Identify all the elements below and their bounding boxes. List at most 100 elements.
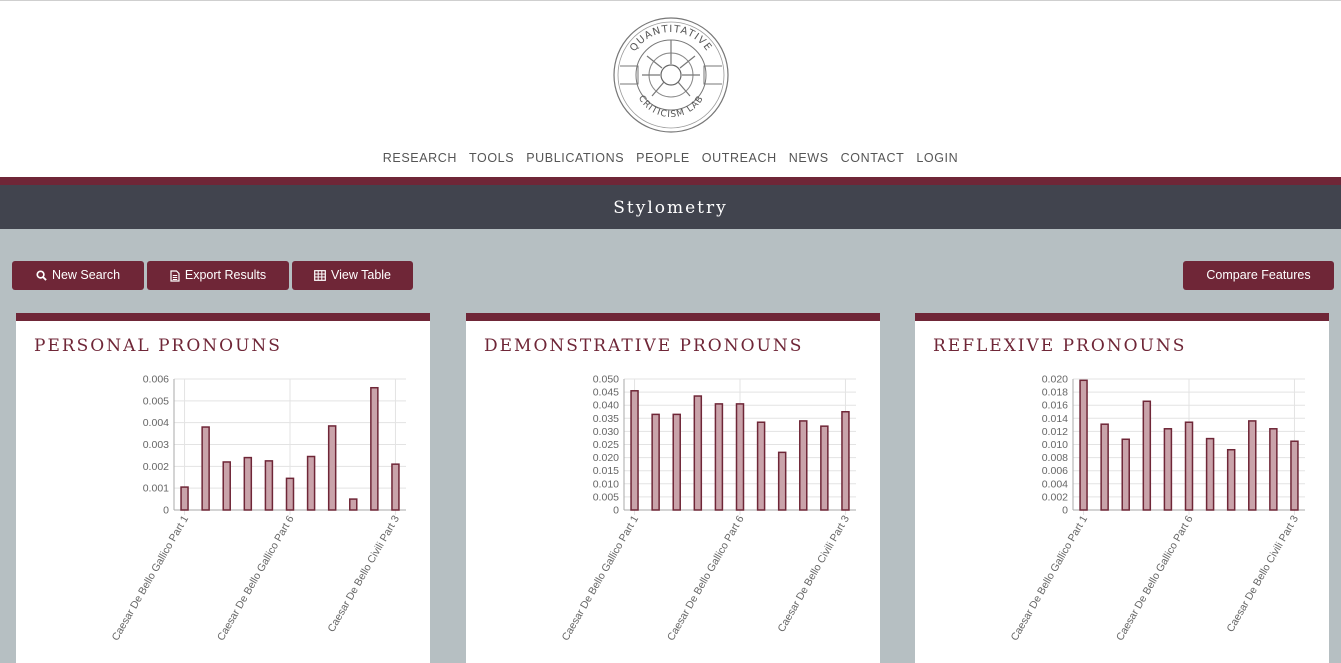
demonstrative-pronouns-chart: 00.0050.0100.0150.0200.0250.0300.0350.04… — [560, 374, 856, 643]
export-results-button[interactable]: Export Results — [147, 261, 289, 290]
personal-pronouns-panel: PERSONAL PRONOUNS 0 0.001 0.002 0.003 0.004 0… — [16, 313, 430, 663]
x-tick-label: Caesar De Bello Gallico Part 6 — [1114, 513, 1196, 642]
page-title: Stylometry — [0, 185, 1341, 229]
chart-bar[interactable] — [672, 413, 681, 511]
y-tick-label: 0.006 — [143, 374, 169, 386]
y-tick-label: 0.045 — [593, 387, 619, 399]
nav-people[interactable]: PEOPLE — [636, 151, 690, 165]
chart-bar[interactable] — [693, 395, 703, 511]
chart-bar[interactable] — [799, 420, 808, 511]
chart-title: REFLEXIVE PRONOUNS — [933, 336, 1187, 356]
y-tick-label: 0.040 — [593, 400, 619, 412]
nav-contact[interactable]: CONTACT — [840, 151, 905, 165]
nav-login[interactable]: LOGIN — [916, 151, 959, 165]
y-tick-label: 0.020 — [593, 452, 619, 464]
chart-bar[interactable] — [1269, 428, 1278, 511]
y-tick-label: 0.016 — [1042, 400, 1068, 412]
chart-bar[interactable] — [391, 463, 400, 511]
new-search-button[interactable]: New Search — [12, 261, 144, 290]
new-search-label: New Search — [51, 268, 121, 282]
chart-bar[interactable] — [1184, 421, 1194, 511]
chart-bar[interactable] — [756, 421, 766, 511]
x-tick-label: Caesar De Bello Gallico Part 6 — [665, 513, 747, 642]
y-tick-label: 0.030 — [593, 426, 619, 438]
view-table-label: View Table — [331, 268, 391, 282]
y-tick-label: 0 — [613, 505, 619, 517]
y-tick-label: 0 — [1062, 505, 1068, 517]
y-tick-label: 0.010 — [1042, 439, 1068, 451]
compare-features-button[interactable]: Compare Features — [1183, 261, 1334, 290]
chart-bar[interactable] — [180, 486, 189, 511]
chart-bar[interactable] — [735, 403, 745, 511]
chart-bar[interactable] — [714, 403, 724, 511]
logo-bottom-text: CRITICISM LAB — [636, 94, 706, 120]
chart-bar[interactable] — [1100, 423, 1109, 511]
nav-publications[interactable]: PUBLICATIONS — [526, 151, 625, 165]
x-tick-label: Caesar De Bello Gallico Part 1 — [560, 513, 642, 642]
demonstrative-pronouns-panel: DEMONSTRATIVE PRONOUNS 0 0.005 0.010 0.015 0… — [466, 313, 880, 663]
y-tick-label: 0.003 — [143, 439, 169, 451]
search-icon — [36, 270, 47, 281]
reflexive-pronouns-chart: 00.0020.0040.0060.0080.0100.0120.0140.01… — [1009, 374, 1305, 643]
y-tick-label: 0.008 — [1042, 452, 1068, 464]
chart-bar[interactable] — [243, 456, 253, 511]
y-tick-label: 0.002 — [143, 461, 169, 473]
chart-bar[interactable] — [306, 455, 316, 511]
y-tick-label: 0.001 — [143, 483, 169, 495]
nav-outreach[interactable]: OUTREACH — [701, 151, 777, 165]
chart-bar[interactable] — [1163, 428, 1173, 511]
compare-features-label: Compare Features — [1206, 268, 1311, 282]
y-tick-label: 0.012 — [1042, 426, 1068, 438]
chart-bar[interactable] — [777, 451, 787, 511]
chart-bar[interactable] — [327, 425, 337, 511]
chart-bar[interactable] — [264, 460, 274, 511]
chart-title: DEMONSTRATIVE PRONOUNS — [484, 336, 804, 356]
header-divider — [0, 177, 1341, 185]
view-table-button[interactable]: View Table — [292, 261, 413, 290]
main-nav: RESEARCH TOOLS PUBLICATIONS PEOPLE OUTREACH N… — [0, 151, 1341, 165]
export-results-label: Export Results — [184, 268, 267, 282]
chart-bar[interactable] — [1248, 420, 1257, 511]
chart-bar[interactable] — [1205, 437, 1215, 511]
chart-bar[interactable] — [1290, 440, 1299, 511]
personal-pronouns-chart: 0 0.001 0.002 0.003 0.004 0.005 0.006 Caesar De… — [110, 374, 406, 643]
site-header: QUANTITATIVE CRITICISM LAB RESEARCH TOOLS… — [0, 0, 1341, 177]
y-tick-label: 0.002 — [1042, 491, 1068, 503]
y-tick-label: 0.004 — [1042, 478, 1068, 490]
chart-bar[interactable] — [841, 411, 850, 511]
x-tick-label: Caesar De Bello Civili Part 3 — [325, 513, 402, 634]
chart-bar[interactable] — [370, 386, 379, 511]
file-text-icon — [170, 270, 180, 282]
chart-title: PERSONAL PRONOUNS — [34, 336, 282, 356]
quantitative-criticism-lab-logo[interactable]: QUANTITATIVE CRITICISM LAB — [612, 16, 730, 134]
chart-bar[interactable] — [1121, 438, 1130, 511]
x-tick-label: Caesar De Bello Civili Part 3 — [1224, 513, 1301, 634]
y-tick-label: 0.018 — [1042, 387, 1068, 399]
chart-bar[interactable] — [1079, 379, 1088, 511]
chart-bar[interactable] — [630, 390, 639, 511]
chart-bar[interactable] — [651, 413, 660, 511]
table-icon — [314, 270, 326, 282]
nav-tools[interactable]: TOOLS — [469, 151, 515, 165]
y-tick-label: 0.006 — [1042, 465, 1068, 477]
y-tick-label: 0.015 — [593, 465, 619, 477]
chart-bar[interactable] — [201, 426, 210, 511]
chart-bar[interactable] — [1142, 400, 1152, 511]
chart-bar[interactable] — [349, 498, 358, 511]
y-tick-label: 0.014 — [1042, 413, 1068, 425]
chart-bar[interactable] — [285, 477, 295, 511]
chart-bar[interactable] — [222, 461, 231, 511]
chart-bar[interactable] — [820, 425, 829, 511]
chart-bar[interactable] — [1226, 448, 1236, 511]
x-tick-label: Caesar De Bello Gallico Part 1 — [1009, 513, 1091, 642]
nav-research[interactable]: RESEARCH — [382, 151, 458, 165]
nav-news[interactable]: NEWS — [788, 151, 829, 165]
x-tick-label: Caesar De Bello Civili Part 3 — [775, 513, 852, 634]
y-tick-label: 0.025 — [593, 439, 619, 451]
y-tick-label: 0.005 — [143, 395, 169, 407]
x-tick-label: Caesar De Bello Gallico Part 6 — [215, 513, 297, 642]
reflexive-pronouns-panel: REFLEXIVE PRONOUNS 0 0.002 0.004 0.006 0.008… — [915, 313, 1329, 663]
y-tick-label: 0.035 — [593, 413, 619, 425]
y-tick-label: 0.020 — [1042, 374, 1068, 386]
x-tick-label: Caesar De Bello Gallico Part 1 — [110, 513, 192, 642]
